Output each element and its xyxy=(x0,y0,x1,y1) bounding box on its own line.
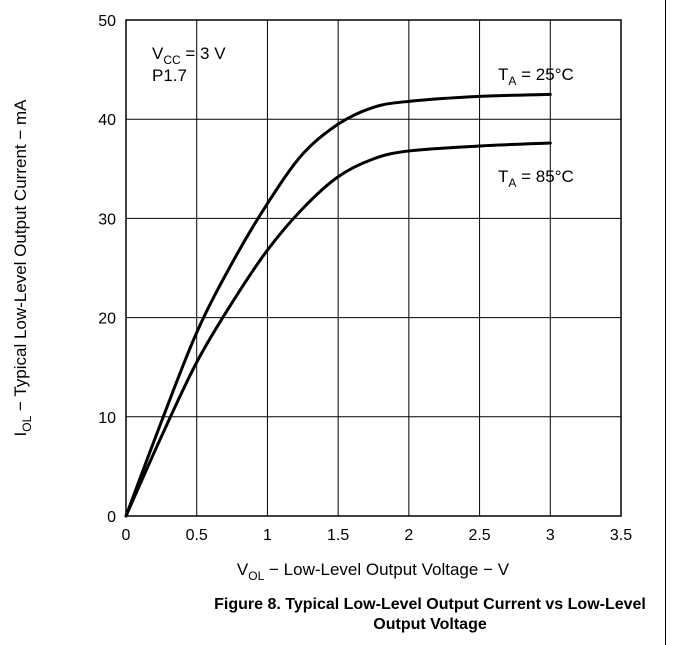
x-axis-label: VOL − Low-Level Output Voltage − V xyxy=(237,560,510,583)
chart: 0 0.5 1 1.5 2 2.5 3 3.5 0 10 20 30 40 50 IOL − Typica… xyxy=(11,13,632,583)
y-tick-label: 40 xyxy=(98,112,116,129)
plot-frame xyxy=(125,19,622,517)
y-tick-label: 50 xyxy=(98,13,116,30)
curves xyxy=(124,92,552,518)
y-axis-label: IOL − Typical Low-Level Output Current −… xyxy=(11,99,34,437)
page-right-rule xyxy=(665,0,666,645)
series-label-85c: TA = 85°C xyxy=(498,167,574,190)
x-tick-label: 2.5 xyxy=(468,527,490,544)
figure-caption-line-1: Figure 8. Typical Low-Level Output Curre… xyxy=(214,596,646,613)
x-tick-label: 1.5 xyxy=(327,527,349,544)
y-tick-label: 20 xyxy=(98,311,116,328)
x-tick-label: 3 xyxy=(546,527,555,544)
x-tick-label: 0.5 xyxy=(186,527,208,544)
vcc-annotation: VCC = 3 V xyxy=(152,44,226,67)
y-tick-label: 30 xyxy=(98,211,116,228)
x-tick-label: 1 xyxy=(263,527,272,544)
curve-ta-85c xyxy=(124,141,552,518)
curve-ta-25c xyxy=(124,92,552,518)
tick-labels: 0 0.5 1 1.5 2 2.5 3 3.5 0 10 20 30 40 50 xyxy=(98,13,632,544)
page-top xyxy=(0,0,673,4)
figure-caption-line-2: Output Voltage xyxy=(373,616,487,633)
x-tick-label: 3.5 xyxy=(610,527,632,544)
y-tick-label: 10 xyxy=(98,410,116,427)
series-label-25c: TA = 25°C xyxy=(498,65,574,88)
pin-annotation: P1.7 xyxy=(152,66,187,85)
y-tick-label: 0 xyxy=(107,509,116,526)
x-tick-label: 0 xyxy=(122,527,131,544)
grid xyxy=(126,20,621,516)
x-tick-label: 2 xyxy=(404,527,413,544)
